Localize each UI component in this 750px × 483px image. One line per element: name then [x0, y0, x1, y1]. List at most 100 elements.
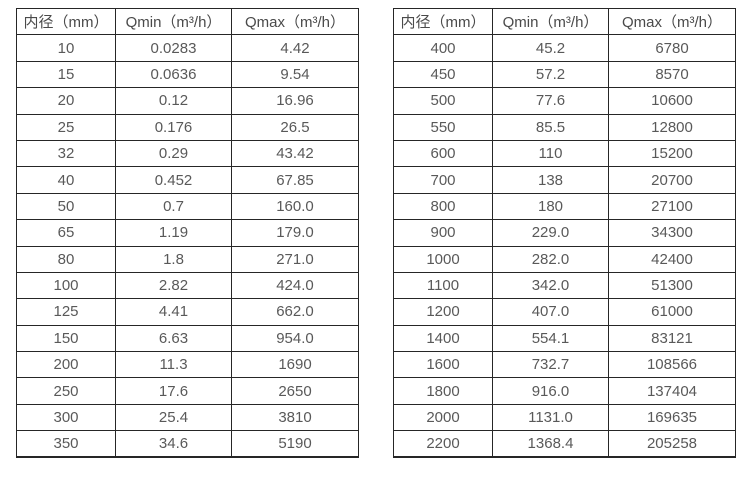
- table-row: 350 34.6 5190: [16, 430, 359, 458]
- table-cell: 67.85: [231, 166, 359, 194]
- column-header: Qmin（m³/h）: [115, 7, 232, 36]
- flow-rate-table-large-diameters: 内径（mm） Qmin（m³/h） Qmax（m³/h） 400 45.2 6780 450…: [393, 7, 736, 459]
- table-cell: 954.0: [231, 324, 359, 353]
- table-cell: 11.3: [115, 351, 232, 379]
- table-cell: 3810: [231, 403, 359, 432]
- table-cell: 4.42: [231, 34, 359, 62]
- table-cell: 32: [16, 139, 116, 168]
- table-cell: 554.1: [492, 324, 609, 353]
- table-cell: 1368.4: [492, 430, 609, 458]
- table-cell: 27100: [608, 192, 736, 221]
- table-cell: 0.452: [115, 166, 232, 194]
- table-cell: 20700: [608, 166, 736, 194]
- table-cell: 80: [16, 245, 116, 273]
- table-cell: 15200: [608, 139, 736, 168]
- table-cell: 0.12: [115, 87, 232, 115]
- table-cell: 500: [393, 87, 493, 115]
- table-cell: 138: [492, 166, 609, 194]
- table-cell: 1800: [393, 377, 493, 405]
- table-row: 150 6.63 954.0: [16, 324, 359, 353]
- table-cell: 1100: [393, 271, 493, 300]
- table-cell: 100: [16, 271, 116, 300]
- header-row: 内径（mm） Qmin（m³/h） Qmax（m³/h）: [393, 7, 736, 36]
- table-row: 400 45.2 6780: [393, 34, 736, 62]
- table-cell: 179.0: [231, 219, 359, 247]
- table-cell: 125: [16, 298, 116, 326]
- column-header: 内径（mm）: [16, 7, 116, 36]
- table-cell: 85.5: [492, 113, 609, 141]
- table-row: 300 25.4 3810: [16, 403, 359, 432]
- table-row: 600 110 15200: [393, 139, 736, 168]
- table-cell: 0.7: [115, 192, 232, 221]
- table-cell: 400: [393, 34, 493, 62]
- table-cell: 0.176: [115, 113, 232, 141]
- table-cell: 732.7: [492, 351, 609, 379]
- table-cell: 424.0: [231, 271, 359, 300]
- table-cell: 1000: [393, 245, 493, 273]
- table-row: 15 0.0636 9.54: [16, 60, 359, 89]
- table-cell: 5190: [231, 430, 359, 458]
- table-cell: 180: [492, 192, 609, 221]
- table-cell: 10: [16, 34, 116, 62]
- table-cell: 700: [393, 166, 493, 194]
- table-cell: 25.4: [115, 403, 232, 432]
- table-row: 1000 282.0 42400: [393, 245, 736, 273]
- table-row: 80 1.8 271.0: [16, 245, 359, 273]
- table-row: 50 0.7 160.0: [16, 192, 359, 221]
- table-cell: 1600: [393, 351, 493, 379]
- table-cell: 916.0: [492, 377, 609, 405]
- table-cell: 229.0: [492, 219, 609, 247]
- table-cell: 200: [16, 351, 116, 379]
- table-row: 550 85.5 12800: [393, 113, 736, 141]
- table-cell: 169635: [608, 403, 736, 432]
- table-row: 900 229.0 34300: [393, 219, 736, 247]
- table-cell: 137404: [608, 377, 736, 405]
- table-cell: 407.0: [492, 298, 609, 326]
- table-cell: 450: [393, 60, 493, 89]
- table-row: 1800 916.0 137404: [393, 377, 736, 405]
- table-cell: 0.0283: [115, 34, 232, 62]
- table-cell: 34.6: [115, 430, 232, 458]
- column-header: Qmax（m³/h）: [231, 7, 359, 36]
- table-cell: 2650: [231, 377, 359, 405]
- table-cell: 2000: [393, 403, 493, 432]
- header-row: 内径（mm） Qmin（m³/h） Qmax（m³/h）: [16, 7, 359, 36]
- column-header: 内径（mm）: [393, 7, 493, 36]
- table-cell: 350: [16, 430, 116, 458]
- table-row: 800 180 27100: [393, 192, 736, 221]
- table-row: 1400 554.1 83121: [393, 324, 736, 353]
- column-header: Qmin（m³/h）: [492, 7, 609, 36]
- table-cell: 6.63: [115, 324, 232, 353]
- table-cell: 2200: [393, 430, 493, 458]
- table-cell: 300: [16, 403, 116, 432]
- table-cell: 51300: [608, 271, 736, 300]
- table-cell: 600: [393, 139, 493, 168]
- table-cell: 57.2: [492, 60, 609, 89]
- table-row: 500 77.6 10600: [393, 87, 736, 115]
- table-cell: 45.2: [492, 34, 609, 62]
- column-header: Qmax（m³/h）: [608, 7, 736, 36]
- table-row: 250 17.6 2650: [16, 377, 359, 405]
- table-row: 1100 342.0 51300: [393, 271, 736, 300]
- table-cell: 61000: [608, 298, 736, 326]
- table-row: 40 0.452 67.85: [16, 166, 359, 194]
- table-cell: 10600: [608, 87, 736, 115]
- table-cell: 0.0636: [115, 60, 232, 89]
- table-cell: 43.42: [231, 139, 359, 168]
- table-cell: 1.8: [115, 245, 232, 273]
- table-row: 200 11.3 1690: [16, 351, 359, 379]
- table-cell: 17.6: [115, 377, 232, 405]
- table-cell: 800: [393, 192, 493, 221]
- table-cell: 1690: [231, 351, 359, 379]
- table-cell: 150: [16, 324, 116, 353]
- table-row: 125 4.41 662.0: [16, 298, 359, 326]
- table-cell: 4.41: [115, 298, 232, 326]
- table-cell: 25: [16, 113, 116, 141]
- table-cell: 50: [16, 192, 116, 221]
- table-cell: 662.0: [231, 298, 359, 326]
- flow-rate-table-small-diameters: 内径（mm） Qmin（m³/h） Qmax（m³/h） 10 0.0283 4.42 15…: [16, 7, 359, 459]
- table-cell: 271.0: [231, 245, 359, 273]
- table-cell: 8570: [608, 60, 736, 89]
- table-cell: 15: [16, 60, 116, 89]
- table-cell: 1131.0: [492, 403, 609, 432]
